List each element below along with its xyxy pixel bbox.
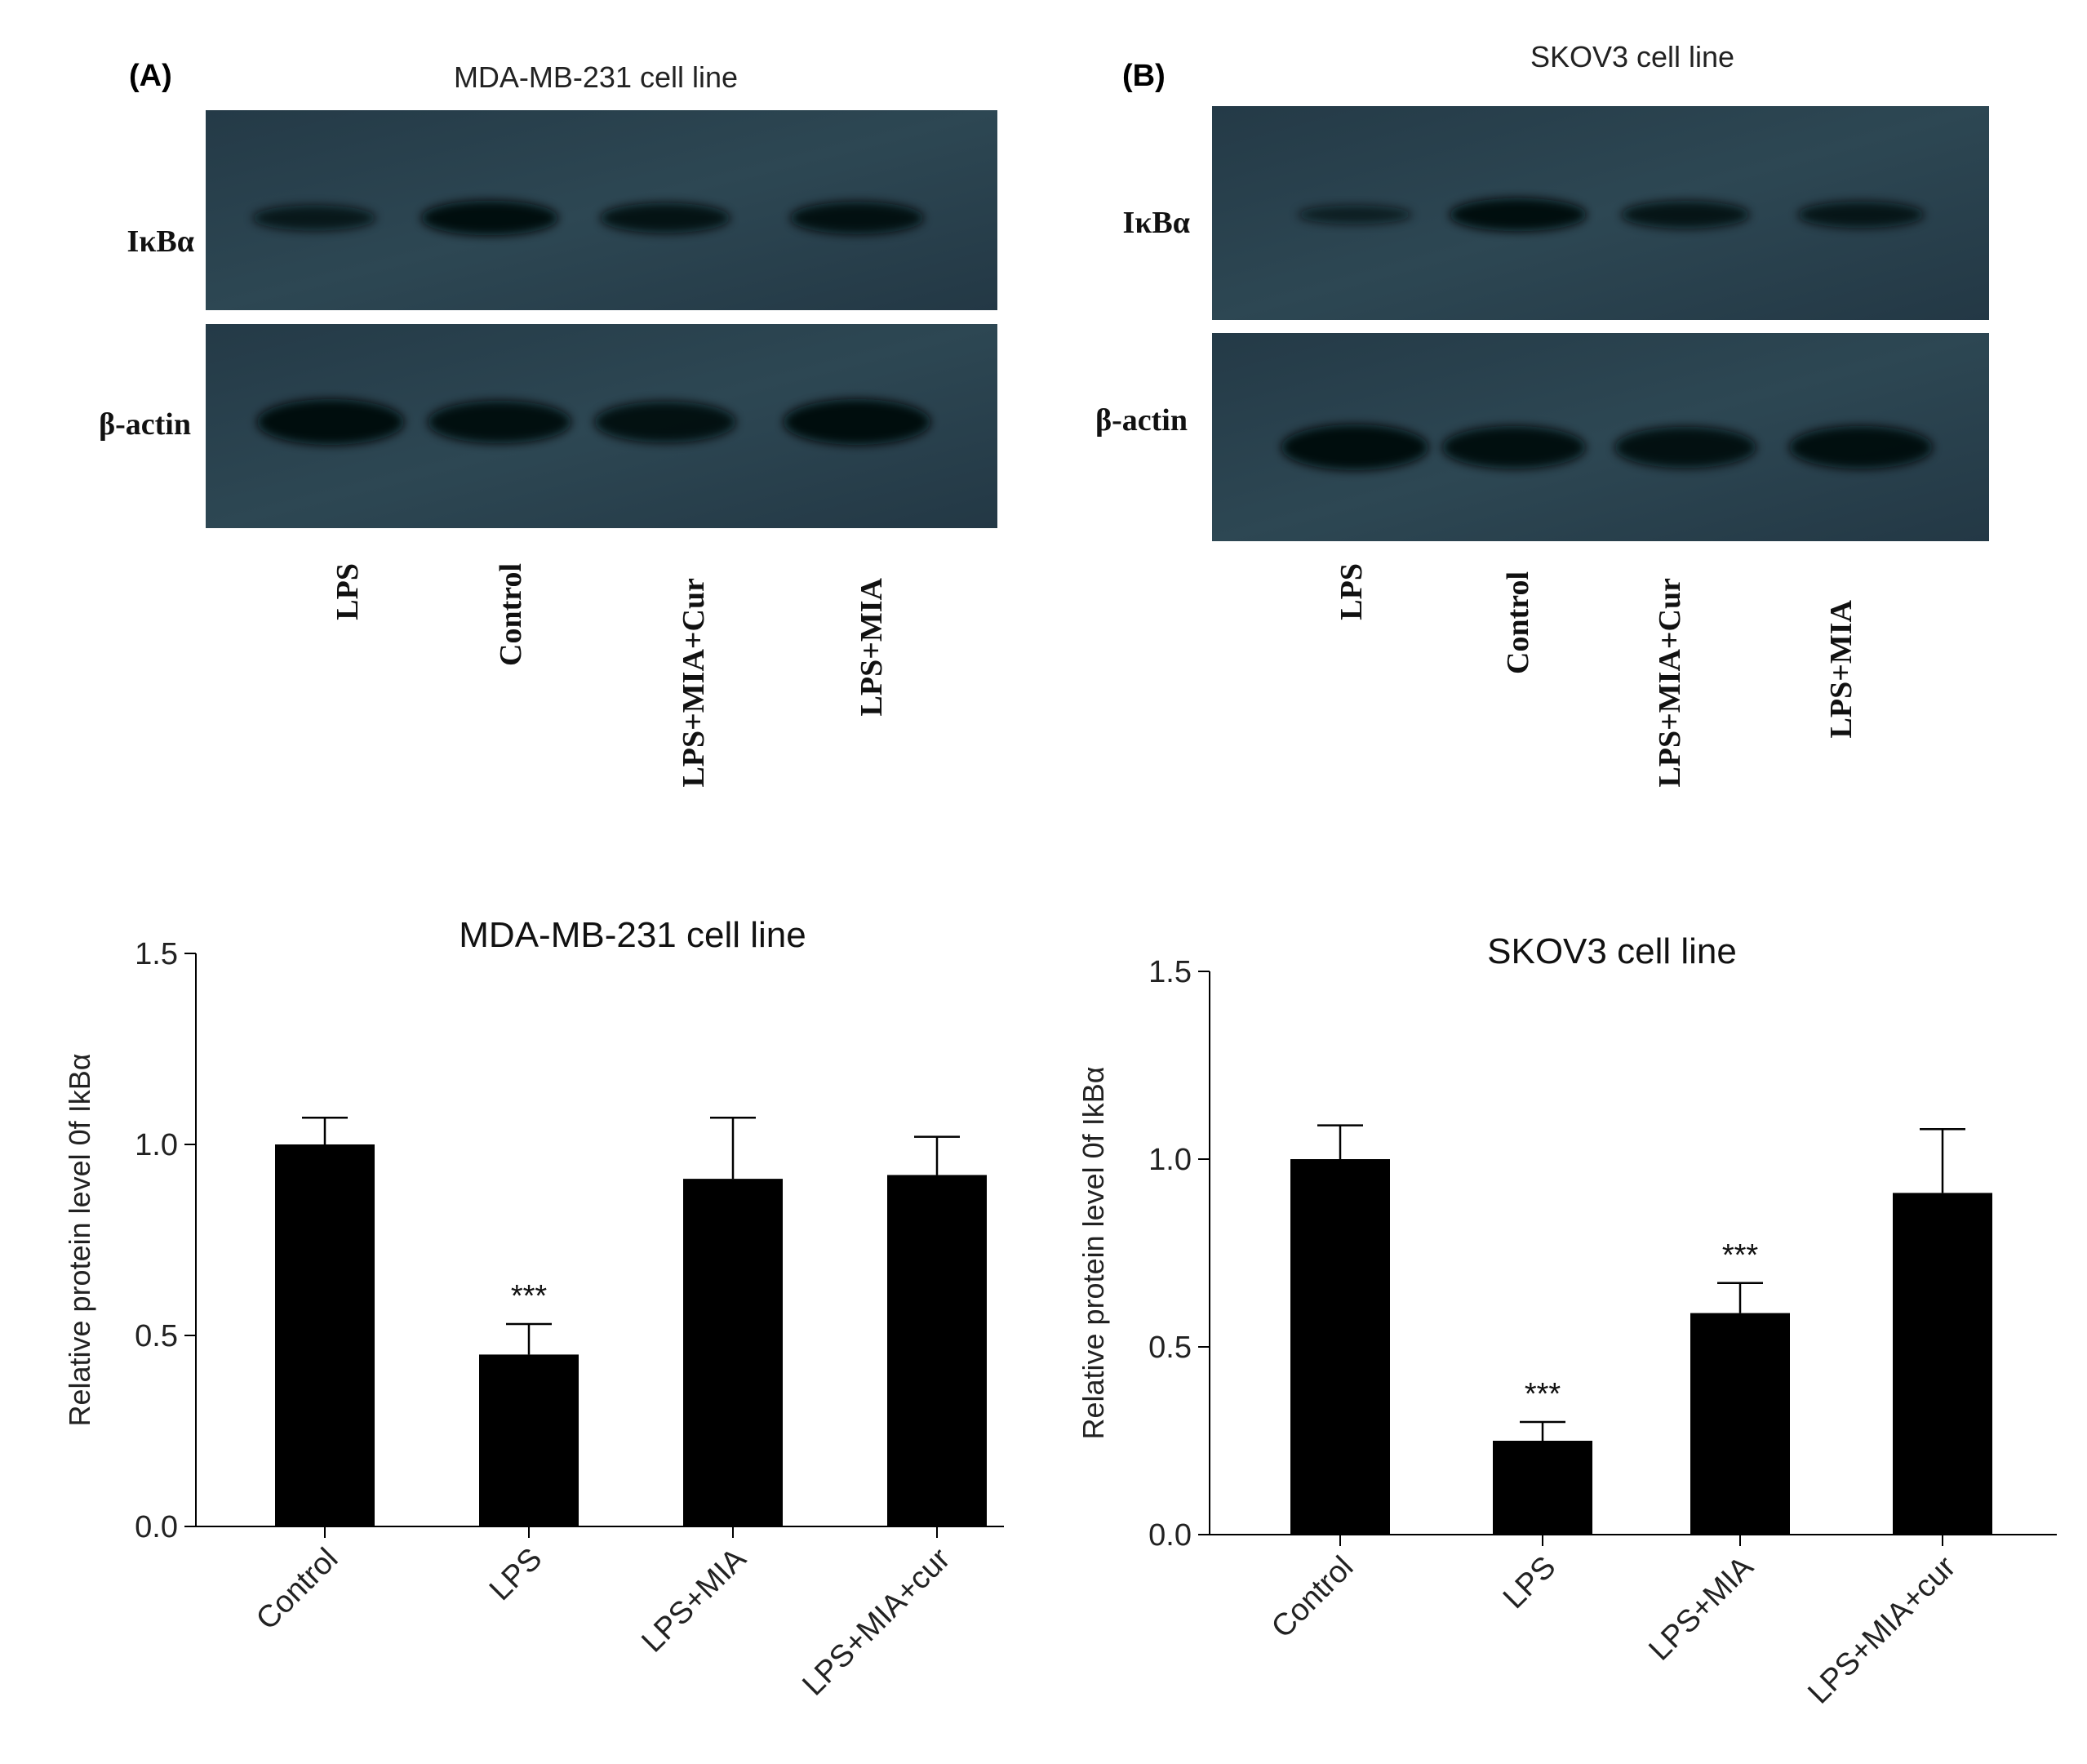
category-label: LPS: [483, 1542, 548, 1607]
y-tick-label: 1.0: [1148, 1143, 1192, 1177]
panel-a-ikba-band: [421, 200, 558, 236]
bar: [683, 1179, 783, 1526]
bar: [1290, 1159, 1390, 1535]
panel-b-title: SKOV3 cell line: [1530, 40, 1734, 73]
panel-a-lane-label: LPS+MIA+Cur: [677, 578, 711, 788]
panel-a-actin-bands: [257, 399, 930, 445]
panel-b-actin-band: [1614, 426, 1756, 469]
panel-b-ikba-band: [1297, 205, 1413, 224]
y-tick-label: 0.5: [1148, 1331, 1192, 1365]
panel-b-ikba-band: [1621, 201, 1750, 229]
y-tick-label: 0.0: [1148, 1518, 1192, 1553]
category-label: Control: [1265, 1550, 1360, 1645]
significance-label: ***: [511, 1279, 548, 1313]
y-axis-label: Relative protein level 0f IkBα: [1077, 1066, 1110, 1439]
panel-a-lane-label: LPS: [331, 563, 365, 620]
panel-a-actin-band: [784, 399, 930, 445]
panel-a-ikba-bands: [252, 200, 924, 236]
panel-b-lane-label: Control: [1501, 571, 1535, 674]
panel-b-letter: (B): [1122, 59, 1166, 93]
panel-b-ikba-band: [1797, 201, 1925, 229]
panel-a-ikba-band: [790, 202, 924, 234]
panel-b-lane-label: LPS+MIA: [1824, 599, 1858, 738]
category-label: Control: [250, 1542, 344, 1637]
bar: [479, 1354, 579, 1526]
y-axis-label: Relative protein level 0f IkBα: [63, 1053, 96, 1426]
y-tick-label: 1.5: [135, 937, 178, 971]
category-label: LPS+MIA+cur: [796, 1541, 957, 1702]
panel-a-ikba-band: [600, 202, 730, 233]
panel-b-actin-bands: [1281, 424, 1933, 470]
bar: [887, 1175, 987, 1526]
panel-a-lane-label: Control: [494, 563, 528, 666]
panel-b-blot: (B) SKOV3 cell line IκBα β-actin LPS Con…: [1095, 40, 1989, 788]
category-label: LPS: [1497, 1550, 1562, 1615]
y-tick-label: 1.0: [135, 1128, 178, 1162]
panel-a-ikba-band: [252, 205, 376, 231]
panel-b-lane-label: LPS+MIA+Cur: [1653, 578, 1687, 788]
panel-a-actin-band: [594, 401, 736, 443]
bar: [275, 1144, 375, 1526]
panel-a-row-label-actin: β-actin: [99, 407, 191, 442]
chart-title: MDA-MB-231 cell line: [459, 915, 806, 955]
y-tick-label: 1.5: [1148, 955, 1192, 989]
y-tick-label: 0.0: [135, 1510, 178, 1544]
bar: [1893, 1193, 1992, 1535]
panel-b-ikba-band: [1450, 198, 1587, 232]
panel-b-actin-band: [1442, 425, 1586, 469]
panel-a-row-label-ikba: IκBα: [127, 224, 194, 259]
panel-b-ikba-bands: [1297, 198, 1925, 232]
panel-b-lane-label: LPS: [1334, 563, 1369, 620]
panel-a-actin-band: [428, 400, 571, 444]
panel-a-title: MDA-MB-231 cell line: [454, 60, 738, 94]
bar-chart-skov3: 0.0 0.5 1.0 1.5 SKOV3 cell line Relative prot…: [1077, 931, 2057, 1711]
bar-chart-mda-mb-231: 0.0 0.5 1.0 1.5 MDA-MB-231 cell line Relative…: [63, 915, 1004, 1703]
panel-a-lane-label: LPS+MIA: [855, 577, 889, 716]
category-label: LPS+MIA: [635, 1541, 753, 1659]
panel-a-actin-band: [257, 399, 404, 445]
category-label: LPS+MIA: [1642, 1549, 1760, 1667]
panel-b-actin-band: [1789, 425, 1933, 469]
significance-label: ***: [1722, 1238, 1759, 1273]
y-tick-label: 0.5: [135, 1319, 178, 1353]
panel-b-row-label-actin: β-actin: [1095, 403, 1188, 438]
bar: [1690, 1313, 1790, 1535]
panel-b-actin-band: [1281, 424, 1428, 470]
category-label: LPS+MIA+cur: [1801, 1549, 1962, 1710]
significance-label: ***: [1525, 1377, 1561, 1411]
chart-title: SKOV3 cell line: [1487, 931, 1737, 971]
bar: [1493, 1441, 1592, 1535]
panel-b-row-label-ikba: IκBα: [1123, 206, 1190, 240]
panel-a-blot: (A) MDA-MB-231 cell line IκBα β-actin LP…: [99, 59, 997, 788]
panel-a-letter: (A): [129, 59, 172, 93]
